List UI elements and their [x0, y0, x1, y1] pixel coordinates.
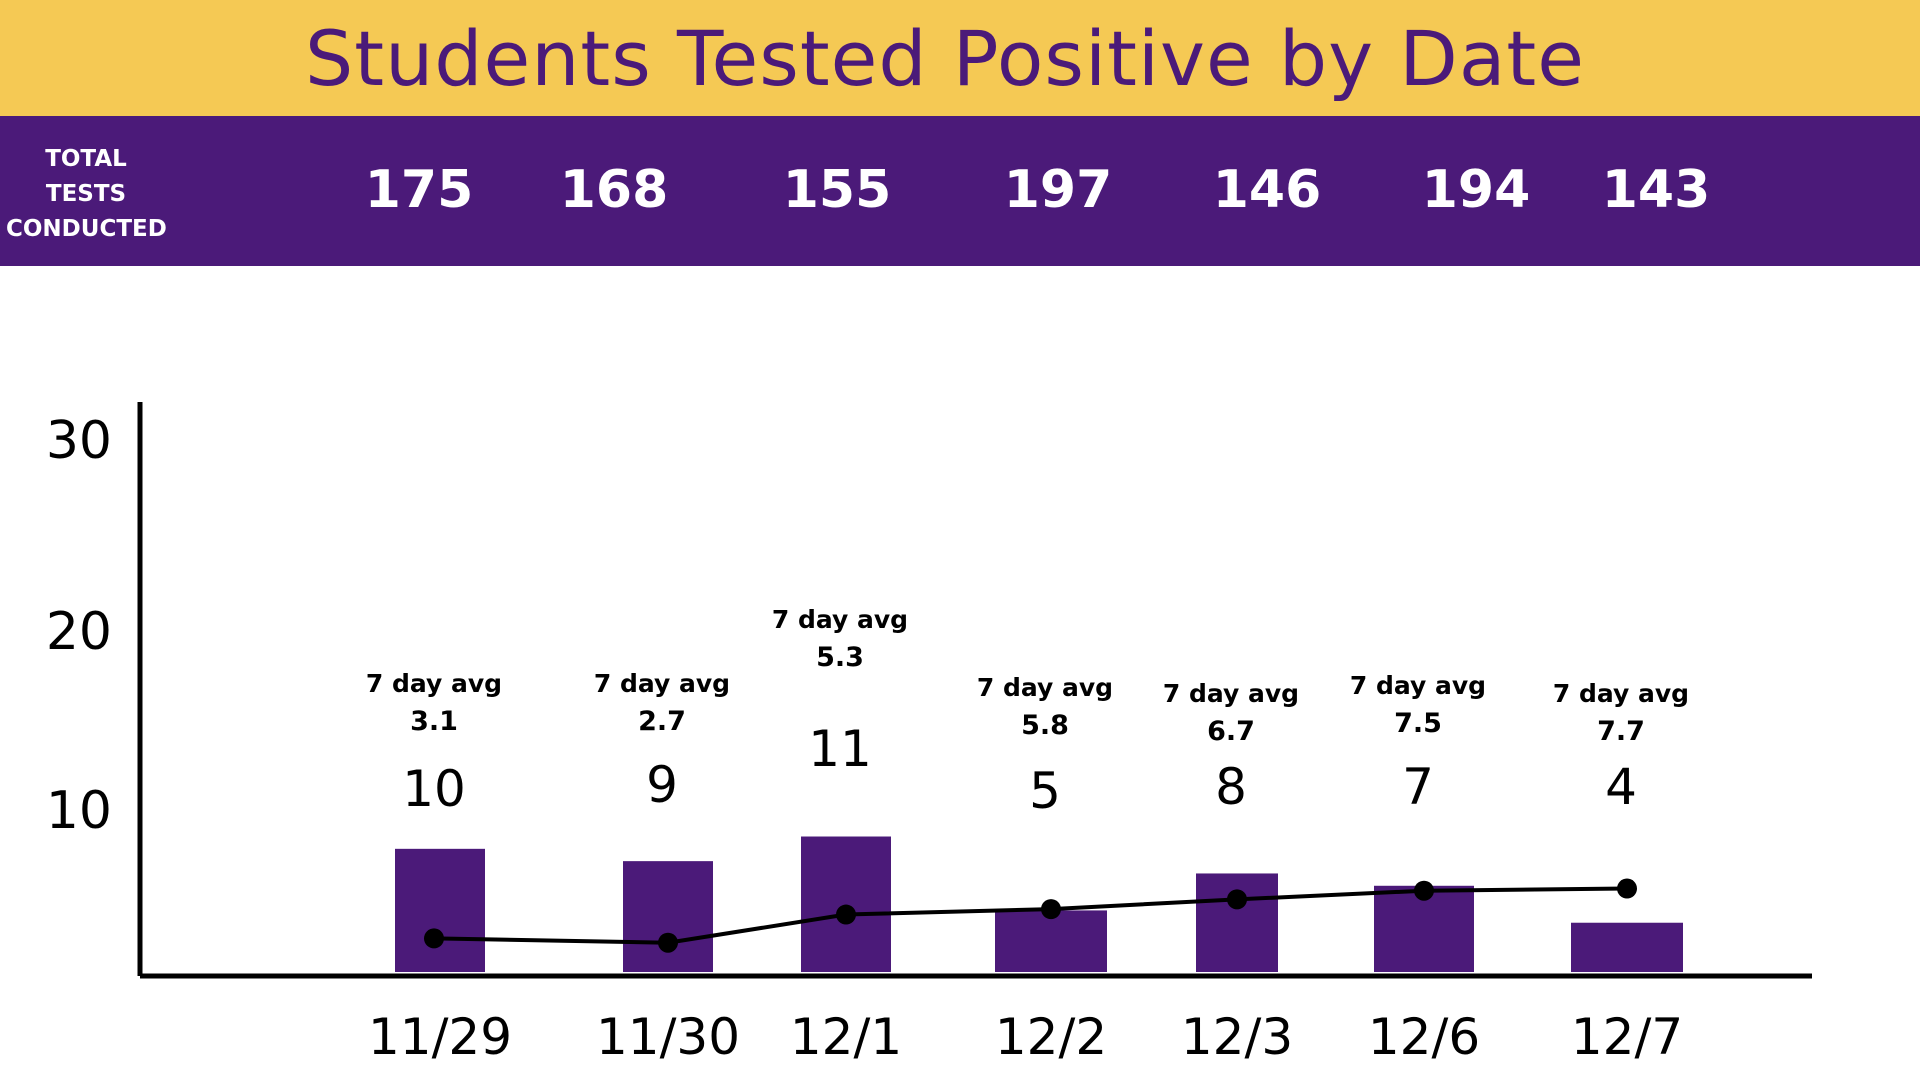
page-title: Students Tested Positive by Date [305, 13, 1585, 103]
avg-caption: 7 day avg [1553, 679, 1689, 708]
avg-caption: 7 day avg [977, 673, 1113, 702]
tests-count: 197 [1003, 160, 1113, 220]
avg-value-label: 7.7 [1597, 716, 1645, 747]
avg-point [1414, 880, 1434, 901]
tests-count: 146 [1212, 160, 1322, 220]
y-tick-label: 30 [46, 411, 112, 471]
avg-caption: 7 day avg [594, 669, 730, 698]
tests-conducted-banner: TOTAL TESTS CONDUCTED 175 168 155 197 14… [0, 116, 1920, 266]
tests-count: 155 [782, 160, 892, 220]
bar [623, 861, 713, 972]
avg-point [1617, 878, 1637, 899]
value-label: 4 [1605, 758, 1637, 816]
value-label: 11 [808, 720, 872, 778]
avg-caption: 7 day avg [772, 605, 908, 634]
value-label: 10 [402, 760, 466, 818]
x-tick-label: 12/7 [1571, 1008, 1683, 1066]
tests-label-line: CONDUCTED [6, 216, 167, 242]
avg-point [836, 904, 856, 925]
avg-value-label: 5.3 [816, 642, 864, 673]
avg-value-label: 7.5 [1394, 708, 1442, 739]
tests-count: 194 [1421, 160, 1531, 220]
title-banner: Students Tested Positive by Date [0, 0, 1920, 116]
x-tick-label: 11/30 [596, 1008, 740, 1066]
avg-point [424, 928, 444, 949]
avg-caption: 7 day avg [1350, 671, 1486, 700]
bar [995, 910, 1107, 972]
avg-caption: 7 day avg [366, 669, 502, 698]
avg-value-label: 6.7 [1207, 716, 1255, 747]
bar [1196, 873, 1278, 972]
tests-label-line: TOTAL [45, 146, 127, 172]
value-label: 9 [646, 756, 678, 814]
tests-count: 168 [559, 160, 669, 220]
avg-caption: 7 day avg [1163, 679, 1299, 708]
x-tick-label: 11/29 [368, 1008, 512, 1066]
tests-label-line: TESTS [45, 181, 127, 207]
value-label: 7 [1402, 758, 1434, 816]
y-tick-label: 20 [46, 602, 112, 662]
x-tick-label: 12/1 [790, 1008, 902, 1066]
x-tick-label: 12/3 [1181, 1008, 1293, 1066]
avg-value-label: 2.7 [638, 706, 686, 737]
avg-point [658, 932, 678, 953]
value-label: 5 [1029, 762, 1061, 820]
avg-point [1227, 889, 1247, 910]
tests-count: 175 [364, 160, 474, 220]
bar [395, 848, 485, 972]
avg-point [1041, 899, 1061, 920]
avg-value-label: 3.1 [410, 706, 458, 737]
x-tick-label: 12/2 [995, 1008, 1107, 1066]
tests-conducted-label: TOTAL TESTS CONDUCTED [6, 142, 167, 247]
tests-count: 143 [1601, 160, 1711, 220]
bar [801, 836, 891, 972]
avg-value-label: 5.8 [1021, 710, 1069, 741]
bar [1571, 922, 1683, 972]
y-tick-label: 10 [46, 781, 112, 841]
value-label: 8 [1215, 758, 1247, 816]
x-tick-label: 12/6 [1368, 1008, 1480, 1066]
